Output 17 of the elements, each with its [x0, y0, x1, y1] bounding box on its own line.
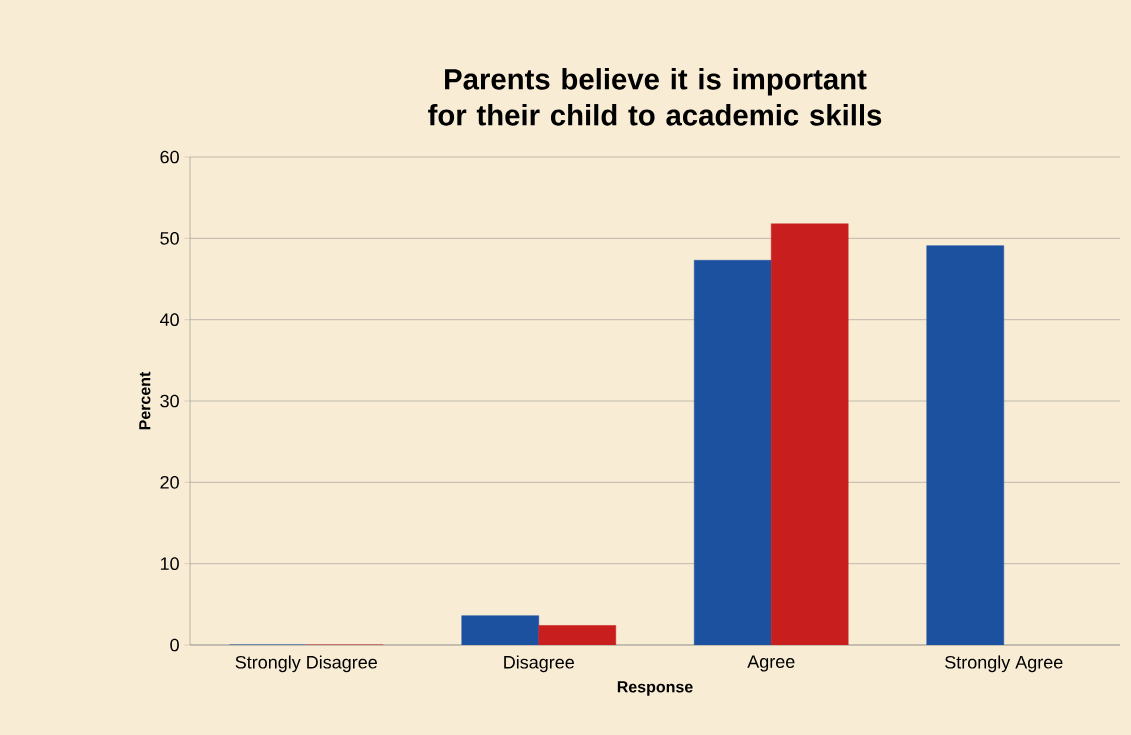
y-tick-label: 30 [160, 394, 179, 408]
y-tick-label: 0 [170, 638, 179, 652]
bar [461, 615, 540, 645]
y-tick-label: 60 [160, 150, 179, 164]
x-axis-title: Response [617, 681, 693, 696]
y-tick-label: 50 [160, 231, 179, 245]
bar [926, 245, 1005, 645]
x-tick-label: Strongly Agree [945, 655, 1063, 673]
chart-title: Parents believe it is important for their child to academic skills [428, 68, 882, 126]
y-tick-label: 10 [160, 557, 179, 571]
y-tick-label: 20 [160, 475, 179, 489]
y-axis-title: Percent [139, 371, 151, 430]
y-tick-label: 40 [160, 313, 179, 327]
bar [693, 260, 772, 645]
x-tick-label: Strongly Disagree [235, 655, 377, 673]
x-tick-label: Agree [747, 655, 795, 672]
x-tick-label: Disagree [504, 655, 574, 673]
